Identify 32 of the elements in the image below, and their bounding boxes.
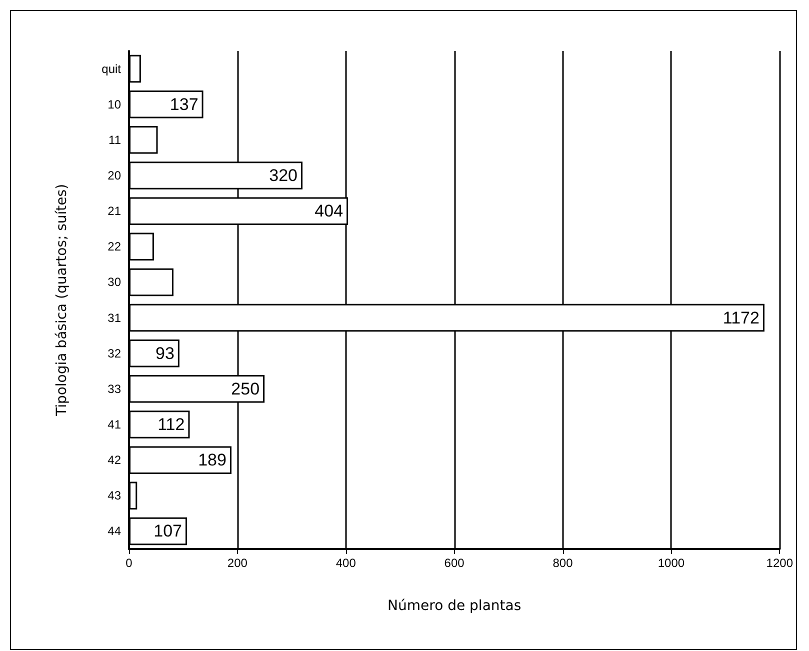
y-tick-label: 30 (108, 275, 122, 290)
y-tick-label: 32 (108, 346, 122, 360)
y-tick-label: 10 (108, 97, 122, 112)
y-tick-label: 20 (108, 168, 122, 182)
data-label: 112 (158, 415, 185, 434)
data-label: 320 (269, 166, 298, 185)
data-label: 404 (314, 202, 344, 221)
y-tick-label: 33 (108, 382, 122, 396)
y-tick-label: 41 (108, 418, 122, 432)
x-tick-label: 0 (126, 556, 133, 570)
x-axis-title: Número de plantas (388, 598, 522, 614)
y-tick-label: 31 (108, 310, 122, 325)
data-label: 1172 (722, 308, 760, 328)
y-axis-title: Tipologia básica (quartos; suítes) (54, 184, 70, 418)
y-tick-label: 21 (108, 204, 122, 218)
x-tick-label: 200 (227, 556, 248, 570)
data-label: 93 (156, 344, 174, 363)
data-label: 107 (154, 522, 182, 541)
y-tick-label: quit (102, 62, 122, 76)
y-tick-label: 42 (108, 453, 122, 468)
data-label: 137 (170, 94, 198, 114)
y-tick-label: 44 (108, 524, 122, 538)
x-tick-label: 1000 (658, 556, 685, 570)
x-tick-label: 400 (336, 556, 356, 570)
y-tick-label: 43 (108, 488, 122, 503)
y-tick-label: 11 (108, 132, 122, 147)
data-label: 189 (198, 450, 226, 470)
x-tick-label: 600 (444, 556, 465, 570)
y-tick-label: 22 (108, 240, 122, 254)
x-tick-label: 800 (552, 556, 574, 570)
data-label: 250 (231, 379, 260, 398)
x-tick-label: 1200 (766, 556, 794, 570)
